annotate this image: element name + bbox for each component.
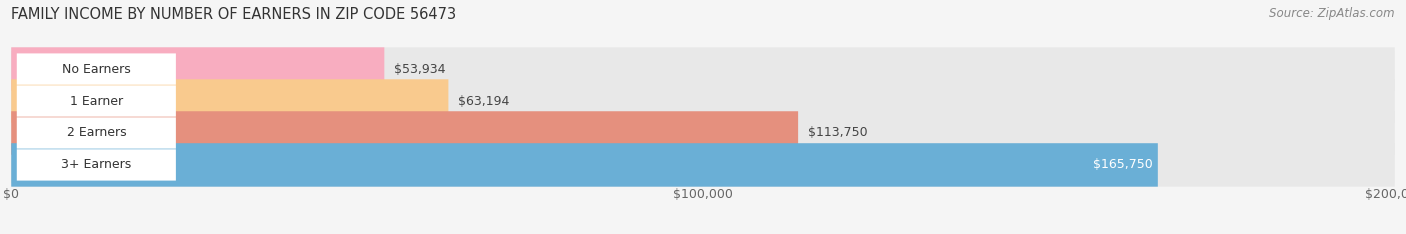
FancyBboxPatch shape bbox=[17, 85, 176, 117]
FancyBboxPatch shape bbox=[11, 47, 1395, 91]
FancyBboxPatch shape bbox=[11, 47, 384, 91]
FancyBboxPatch shape bbox=[11, 111, 799, 155]
Text: $165,750: $165,750 bbox=[1092, 158, 1153, 172]
FancyBboxPatch shape bbox=[11, 79, 1395, 123]
FancyBboxPatch shape bbox=[11, 111, 1395, 155]
Text: $53,934: $53,934 bbox=[394, 62, 446, 76]
Text: 2 Earners: 2 Earners bbox=[66, 127, 127, 139]
FancyBboxPatch shape bbox=[17, 149, 176, 181]
FancyBboxPatch shape bbox=[11, 143, 1395, 187]
FancyBboxPatch shape bbox=[17, 117, 176, 149]
Text: No Earners: No Earners bbox=[62, 62, 131, 76]
Text: 1 Earner: 1 Earner bbox=[70, 95, 122, 107]
FancyBboxPatch shape bbox=[11, 79, 449, 123]
Text: 3+ Earners: 3+ Earners bbox=[62, 158, 131, 172]
FancyBboxPatch shape bbox=[17, 53, 176, 85]
Text: $113,750: $113,750 bbox=[808, 127, 868, 139]
Text: Source: ZipAtlas.com: Source: ZipAtlas.com bbox=[1270, 7, 1395, 20]
Text: FAMILY INCOME BY NUMBER OF EARNERS IN ZIP CODE 56473: FAMILY INCOME BY NUMBER OF EARNERS IN ZI… bbox=[11, 7, 457, 22]
Text: $63,194: $63,194 bbox=[458, 95, 509, 107]
FancyBboxPatch shape bbox=[11, 143, 1157, 187]
